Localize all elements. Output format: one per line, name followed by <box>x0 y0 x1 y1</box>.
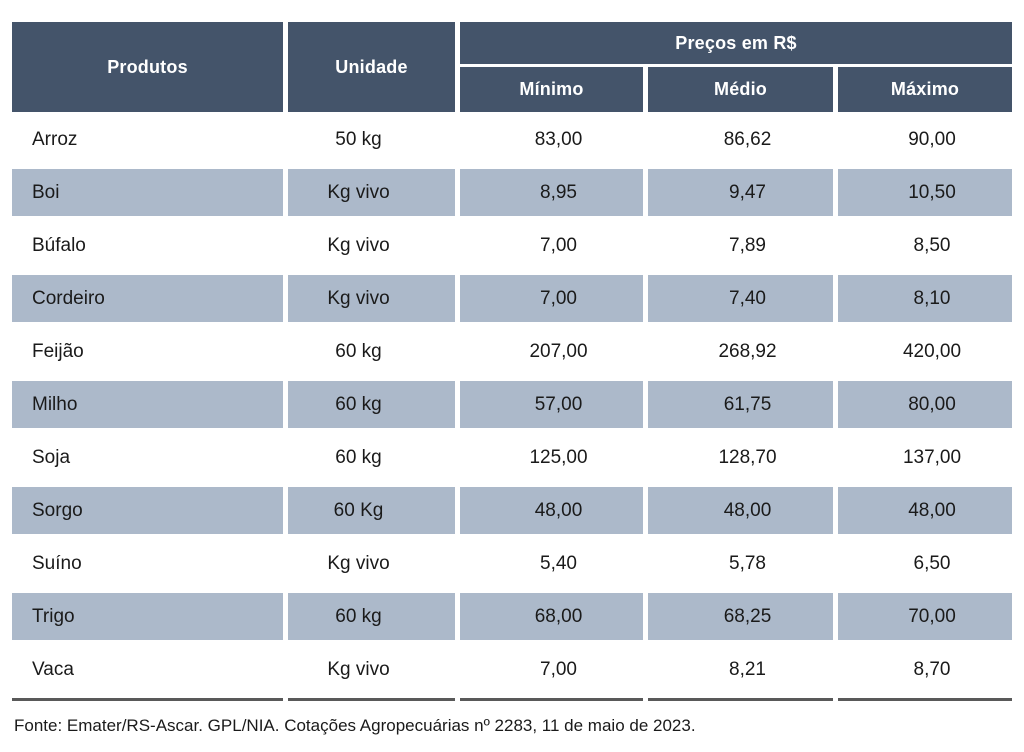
table-header: Produtos Unidade Preços em R$ Mínimo Méd… <box>12 22 1012 112</box>
cell-maximo: 10,50 <box>838 169 1012 216</box>
cell-produto: Vaca <box>32 658 74 680</box>
cell-unidade: 60 kg <box>335 340 382 362</box>
table-row-suino: Suíno Kg vivo 5,40 5,78 6,50 <box>12 537 1012 590</box>
cell-minimo: 7,00 <box>460 275 643 322</box>
source-note: Fonte: Emater/RS-Ascar. GPL/NIA. Cotaçõe… <box>14 716 696 735</box>
rule-segment <box>648 698 833 701</box>
cell-maximo: 8,70 <box>913 658 951 680</box>
cell-maximo: 6,50 <box>913 552 951 574</box>
cell-maximo: 8,10 <box>838 275 1012 322</box>
cell-produto: Suíno <box>32 552 82 574</box>
cell-minimo: 8,95 <box>460 169 643 216</box>
cell-medio: 86,62 <box>723 128 772 150</box>
cell-minimo: 48,00 <box>460 487 643 534</box>
cell-medio: 9,47 <box>648 169 833 216</box>
cell-maximo: 70,00 <box>838 593 1012 640</box>
cell-produto: Búfalo <box>32 234 86 256</box>
column-header-produtos: Produtos <box>12 22 283 112</box>
cell-maximo: 80,00 <box>838 381 1012 428</box>
table-row-cordeiro: Cordeiro Kg vivo 7,00 7,40 8,10 <box>12 272 1012 325</box>
cell-medio: 5,78 <box>729 552 766 574</box>
cell-produto: Boi <box>12 169 283 216</box>
cell-produto: Feijão <box>32 340 84 362</box>
cell-produto: Soja <box>32 446 71 468</box>
table-row-milho: Milho 60 kg 57,00 61,75 80,00 <box>12 378 1012 431</box>
cell-minimo: 125,00 <box>529 446 588 468</box>
cell-medio: 128,70 <box>718 446 777 468</box>
cell-medio: 7,89 <box>729 234 766 256</box>
cell-medio: 7,40 <box>648 275 833 322</box>
cell-minimo: 5,40 <box>540 552 577 574</box>
table-body: Arroz 50 kg 83,00 86,62 90,00 Boi Kg viv… <box>12 113 1012 696</box>
table-row-feijao: Feijão 60 kg 207,00 268,92 420,00 <box>12 325 1012 378</box>
cell-minimo: 68,00 <box>460 593 643 640</box>
table-bottom-rule <box>12 698 1012 701</box>
rule-segment <box>288 698 455 701</box>
table-row-boi: Boi Kg vivo 8,95 9,47 10,50 <box>12 166 1012 219</box>
rule-segment <box>838 698 1012 701</box>
cell-minimo: 7,00 <box>540 658 577 680</box>
column-group-header-precos: Preços em R$ <box>460 22 1012 64</box>
cell-maximo: 420,00 <box>902 340 962 362</box>
cell-unidade: 50 kg <box>335 128 382 150</box>
price-table: Produtos Unidade Preços em R$ Mínimo Méd… <box>12 22 1012 701</box>
cell-unidade: 60 kg <box>288 381 455 428</box>
table-row-trigo: Trigo 60 kg 68,00 68,25 70,00 <box>12 590 1012 643</box>
cell-maximo: 90,00 <box>908 128 956 150</box>
cell-unidade: 60 kg <box>288 593 455 640</box>
table-row-soja: Soja 60 kg 125,00 128,70 137,00 <box>12 431 1012 484</box>
cell-maximo: 48,00 <box>838 487 1012 534</box>
cell-minimo: 207,00 <box>529 340 588 362</box>
cell-minimo: 83,00 <box>534 128 583 150</box>
column-header-maximo: Máximo <box>838 67 1012 112</box>
cell-unidade: Kg vivo <box>327 552 390 574</box>
cell-produto: Trigo <box>12 593 283 640</box>
cell-medio: 268,92 <box>718 340 777 362</box>
cell-produto: Arroz <box>32 128 78 150</box>
column-header-minimo: Mínimo <box>460 67 643 112</box>
cell-unidade: Kg vivo <box>288 169 455 216</box>
rule-segment <box>460 698 643 701</box>
cell-medio: 61,75 <box>648 381 833 428</box>
rule-segment <box>12 698 283 701</box>
cell-medio: 8,21 <box>729 658 766 680</box>
column-header-unidade: Unidade <box>288 22 455 112</box>
cell-unidade: 60 Kg <box>288 487 455 534</box>
cell-maximo: 137,00 <box>902 446 962 468</box>
column-header-medio: Médio <box>648 67 833 112</box>
cell-produto: Sorgo <box>12 487 283 534</box>
cell-unidade: 60 kg <box>335 446 382 468</box>
cell-minimo: 7,00 <box>540 234 577 256</box>
table-row-arroz: Arroz 50 kg 83,00 86,62 90,00 <box>12 113 1012 166</box>
cell-unidade: Kg vivo <box>327 658 390 680</box>
cell-maximo: 8,50 <box>913 234 951 256</box>
cell-unidade: Kg vivo <box>327 234 390 256</box>
table-row-vaca: Vaca Kg vivo 7,00 8,21 8,70 <box>12 643 1012 696</box>
cell-medio: 48,00 <box>648 487 833 534</box>
table-row-sorgo: Sorgo 60 Kg 48,00 48,00 48,00 <box>12 484 1012 537</box>
cell-produto: Milho <box>12 381 283 428</box>
table-row-bufalo: Búfalo Kg vivo 7,00 7,89 8,50 <box>12 219 1012 272</box>
cell-produto: Cordeiro <box>12 275 283 322</box>
cell-minimo: 57,00 <box>460 381 643 428</box>
cell-medio: 68,25 <box>648 593 833 640</box>
cell-unidade: Kg vivo <box>288 275 455 322</box>
